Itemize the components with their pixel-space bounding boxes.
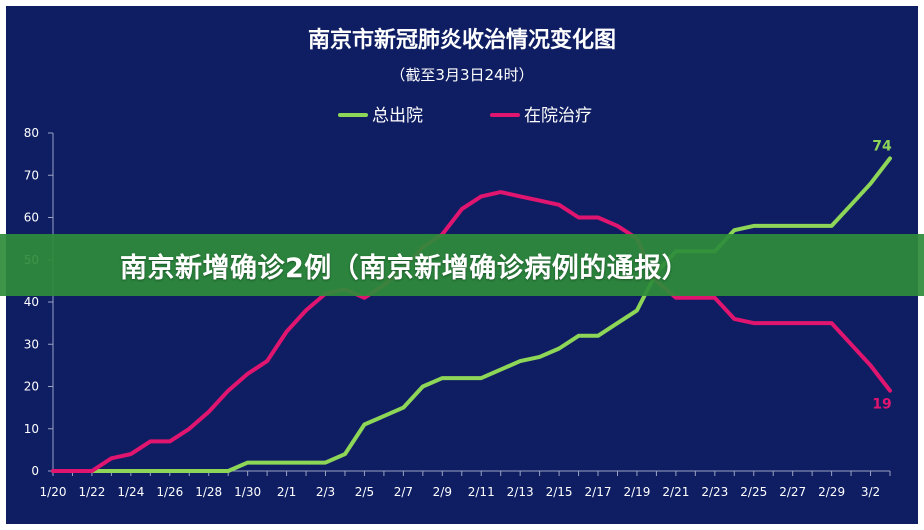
x-tick-label: 1/20	[40, 485, 67, 499]
x-tick-label: 1/24	[117, 485, 144, 499]
y-tick-label: 30	[24, 337, 39, 351]
end-labels: 74 19	[872, 138, 892, 412]
x-tick-label: 2/13	[507, 485, 534, 499]
y-tick-label: 10	[24, 422, 39, 436]
x-tick-label: 2/9	[433, 485, 452, 499]
x-tick-label: 2/7	[394, 485, 413, 499]
axes: 010203040506070801/201/221/241/261/281/3…	[24, 126, 891, 499]
x-tick-label: 2/3	[316, 485, 335, 499]
x-tick-label: 2/25	[740, 485, 767, 499]
x-tick-label: 2/5	[355, 485, 374, 499]
y-tick-label: 80	[24, 126, 39, 140]
x-tick-label: 2/15	[546, 485, 573, 499]
series-line-hospitalized	[51, 190, 892, 473]
caption-banner: 南京新增确诊2例（南京新增确诊病例的通报）	[0, 234, 924, 296]
y-tick-label: 60	[24, 211, 39, 225]
x-tick-label: 1/28	[195, 485, 222, 499]
y-tick-label: 70	[24, 168, 39, 182]
y-tick-label: 0	[31, 464, 39, 478]
x-tick-label: 2/17	[585, 485, 612, 499]
end-label-hospitalized: 19	[872, 397, 891, 413]
x-tick-label: 2/11	[468, 485, 495, 499]
x-tick-label: 1/22	[78, 485, 105, 499]
legend: 总出院 在院治疗	[338, 106, 592, 126]
y-tick-label: 20	[24, 380, 39, 394]
legend-label-total-discharged: 总出院	[372, 106, 423, 126]
x-tick-label: 1/26	[156, 485, 183, 499]
x-tick-label: 2/19	[623, 485, 650, 499]
x-tick-label: 2/27	[779, 485, 806, 499]
series-layer	[51, 156, 892, 473]
y-tick-label: 40	[24, 295, 39, 309]
x-tick-label: 2/29	[818, 485, 845, 499]
caption-text: 南京新增确诊2例（南京新增确诊病例的通报）	[120, 252, 690, 284]
x-tick-label: 1/30	[234, 485, 261, 499]
x-tick-label: 2/21	[662, 485, 689, 499]
end-label-total-discharged: 74	[872, 138, 892, 154]
legend-label-hospitalized: 在院治疗	[524, 106, 592, 126]
series-line-total-discharged	[51, 156, 892, 473]
chart-subtitle: （截至3月3日24时）	[390, 66, 533, 84]
chart-title: 南京市新冠肺炎收治情况变化图	[308, 27, 616, 53]
x-tick-label: 2/23	[701, 485, 728, 499]
x-tick-label: 3/2	[861, 485, 880, 499]
x-tick-label: 2/1	[277, 485, 296, 499]
